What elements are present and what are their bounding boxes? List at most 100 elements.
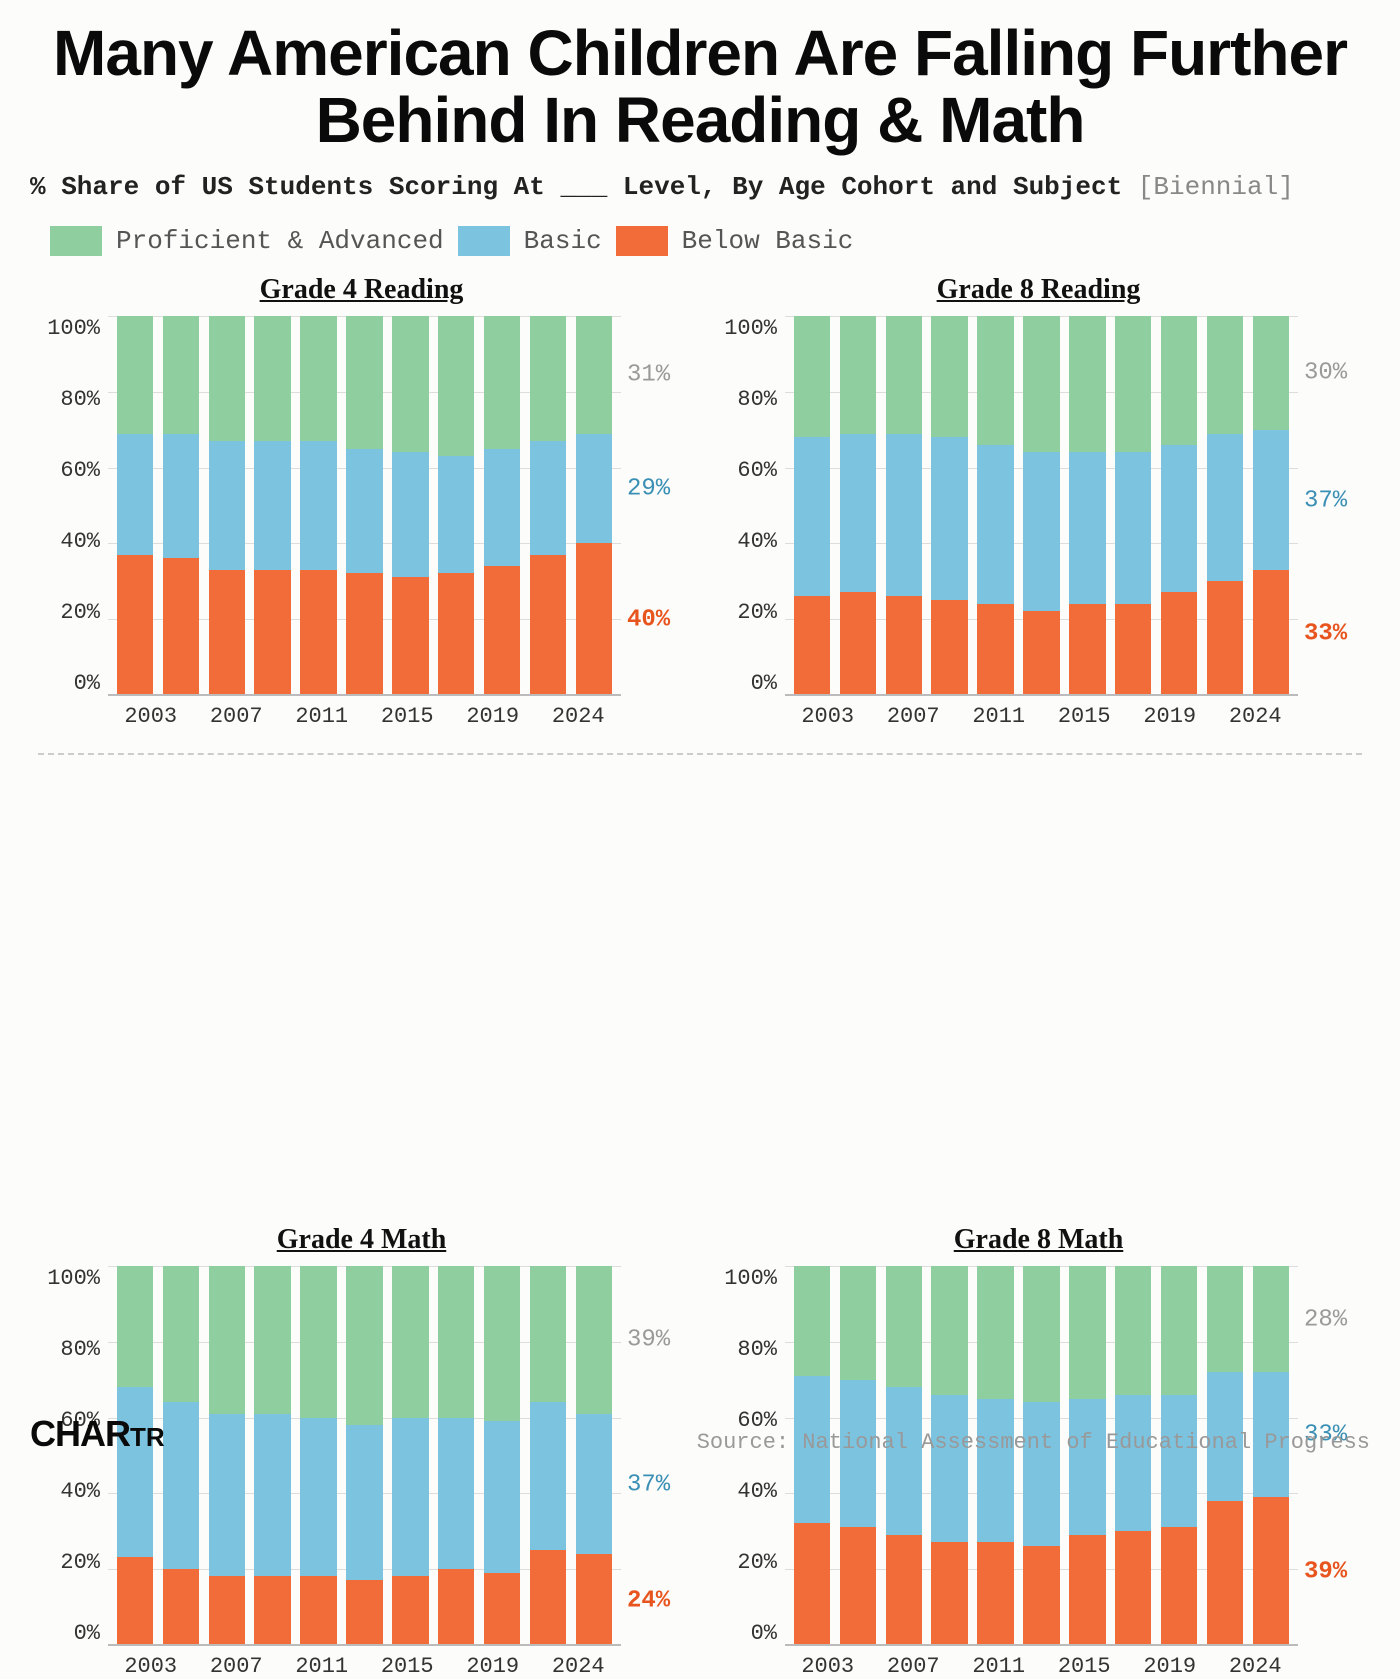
y-tick: 0% [751,1621,777,1646]
seg-below [254,1576,290,1644]
seg-below [576,1554,612,1645]
y-tick: 20% [737,1550,777,1575]
seg-below [1207,581,1243,694]
x-tick: 2011 [958,1654,1040,1679]
x-tick: 2024 [537,704,619,729]
y-tick: 80% [60,1337,100,1362]
seg-below [163,1569,199,1645]
seg-proficient [117,1266,153,1387]
seg-below [163,558,199,694]
seg-proficient [163,1266,199,1402]
y-tick: 40% [737,529,777,554]
y-tick: 60% [737,458,777,483]
seg-proficient [438,1266,474,1417]
seg-below [484,1573,520,1645]
end-label-basic: 29% [627,476,670,503]
bar [530,316,566,694]
seg-below [931,1542,967,1644]
seg-below [794,1523,830,1644]
seg-basic [794,437,830,596]
seg-below [1207,1501,1243,1645]
seg-basic [530,441,566,554]
bar [117,1266,153,1644]
bar [576,1266,612,1644]
seg-proficient [977,316,1013,445]
chart-grid: Grade 4 Reading100%80%60%40%20%0%31%29%4… [30,274,1370,1679]
bar [840,316,876,694]
seg-basic [346,449,382,574]
y-tick: 80% [737,1337,777,1362]
seg-proficient [254,316,290,441]
bar [346,316,382,694]
seg-proficient [392,316,428,452]
bar [163,1266,199,1644]
y-tick: 100% [724,1266,777,1291]
seg-below [1023,1546,1059,1644]
seg-basic [438,456,474,573]
seg-below [1069,1535,1105,1645]
seg-proficient [794,1266,830,1376]
seg-below [530,1550,566,1645]
seg-basic [977,445,1013,604]
x-axis: 200320072011201520192024 [38,1654,685,1679]
end-label-proficient: 28% [1304,1306,1347,1333]
x-tick: 2003 [787,1654,869,1679]
seg-below [300,570,336,695]
bar [530,1266,566,1644]
bar [794,1266,830,1644]
seg-proficient [931,316,967,437]
seg-proficient [1161,1266,1197,1395]
y-tick: 40% [60,1479,100,1504]
panel-title: Grade 4 Reading [38,274,685,306]
seg-proficient [392,1266,428,1417]
bar [254,316,290,694]
bar [1207,1266,1243,1644]
seg-below [576,543,612,694]
x-tick: 2011 [958,704,1040,729]
bar [1069,1266,1105,1644]
bar [1161,316,1197,694]
seg-below [1069,604,1105,695]
bar [1023,1266,1059,1644]
seg-proficient [1115,1266,1151,1395]
seg-below [1253,570,1289,695]
end-label-below: 39% [1304,1559,1347,1586]
bar [484,1266,520,1644]
seg-basic [209,441,245,570]
seg-proficient [576,316,612,433]
panel-title: Grade 4 Math [38,1224,685,1256]
seg-below [346,573,382,694]
end-labels: 28%33%39% [1298,1266,1362,1646]
bar [840,1266,876,1644]
x-axis: 200320072011201520192024 [715,1654,1362,1679]
y-axis: 100%80%60%40%20%0% [715,316,785,696]
x-tick: 2015 [1043,1654,1125,1679]
y-tick: 0% [74,1621,100,1646]
seg-proficient [886,316,922,433]
seg-basic [886,434,922,597]
legend-label-proficient: Proficient & Advanced [116,226,444,256]
seg-below [392,577,428,694]
x-axis: 200320072011201520192024 [715,704,1362,729]
bar [438,1266,474,1644]
bar [392,1266,428,1644]
seg-basic [1161,445,1197,592]
x-tick: 2011 [281,1654,363,1679]
seg-basic [576,434,612,544]
end-label-below: 33% [1304,620,1347,647]
seg-basic [163,434,199,559]
seg-below [117,1557,153,1644]
seg-proficient [1023,1266,1059,1402]
x-tick: 2015 [366,1654,448,1679]
bar [1253,316,1289,694]
end-label-below: 40% [627,607,670,634]
bar [1115,316,1151,694]
source-text: Source: National Assessment of Education… [697,1430,1370,1455]
end-label-below: 24% [627,1587,670,1614]
end-label-basic: 37% [1304,487,1347,514]
seg-basic [840,434,876,593]
seg-proficient [254,1266,290,1413]
seg-proficient [1253,1266,1289,1372]
bar [1161,1266,1197,1644]
seg-proficient [117,316,153,433]
